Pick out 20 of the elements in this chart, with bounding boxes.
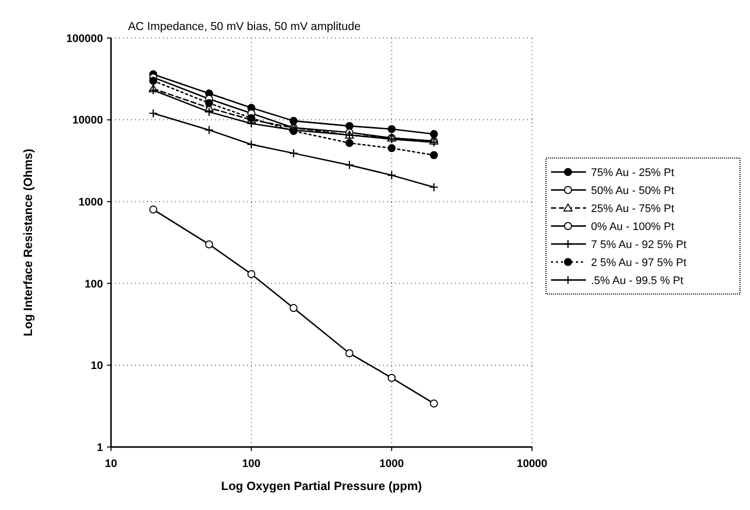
legend-label: 2 5% Au - 97 5% Pt bbox=[591, 256, 686, 269]
y-tick-label: 1 bbox=[96, 442, 103, 454]
x-tick-label: 1000 bbox=[379, 458, 404, 470]
y-tick-label: 10 bbox=[90, 360, 103, 372]
y-tick-label: 100000 bbox=[66, 32, 103, 45]
legend-label: 75% Au - 25% Pt bbox=[591, 166, 674, 179]
legend-label: 50% Au - 50% Pt bbox=[591, 184, 674, 197]
legend-label: 0% Au - 100% Pt bbox=[591, 220, 674, 233]
x-axis-title: Log Oxygen Partial Pressure (ppm) bbox=[221, 479, 422, 493]
y-axis-title: Log Interface Resistance (Ohms) bbox=[21, 148, 35, 336]
y-tick-label: 1000 bbox=[78, 196, 103, 208]
legend-label: 25% Au - 75% Pt bbox=[591, 202, 674, 215]
y-tick-label: 10000 bbox=[72, 114, 103, 127]
y-tick-label: 100 bbox=[84, 278, 103, 290]
chart-title: AC Impedance, 50 mV bias, 50 mV amplitude bbox=[128, 21, 361, 33]
x-tick-label: 100 bbox=[242, 458, 261, 470]
legend-label: 7 5% Au - 92 5% Pt bbox=[591, 238, 686, 251]
x-tick-label: 10 bbox=[104, 458, 118, 470]
legend-label: .5% Au - 99.5 % Pt bbox=[591, 274, 684, 287]
x-tick-label: 10000 bbox=[516, 458, 548, 470]
